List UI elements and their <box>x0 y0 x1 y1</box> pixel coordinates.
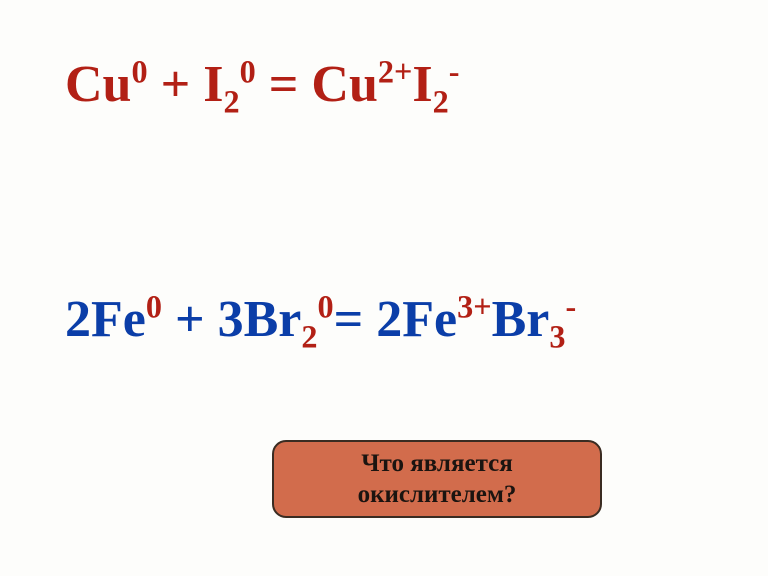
eq1-plus: + <box>148 56 204 113</box>
eq1-i2: I <box>412 56 432 113</box>
eq1-cu: Cu <box>65 56 131 113</box>
eq2-br-sup: 0 <box>318 289 334 325</box>
eq1-equals: = <box>256 56 312 113</box>
eq2-equals: = <box>334 291 377 348</box>
eq1-cu-sup: 0 <box>131 54 147 90</box>
eq1-i-sup: 0 <box>240 54 256 90</box>
eq2-br: 3Br <box>218 291 302 348</box>
eq2-br-sub: 2 <box>301 318 317 354</box>
question-box: Что является окислителем? <box>272 440 602 518</box>
question-text: Что является окислителем? <box>284 448 590 511</box>
eq2-plus: + <box>162 291 218 348</box>
eq2-fe2-sup: 3+ <box>457 289 492 325</box>
eq1-i: I <box>203 56 223 113</box>
eq2-fe: 2Fe <box>65 291 146 348</box>
eq2-fe2: 2Fe <box>376 291 457 348</box>
slide: Cu0 + I20 = Cu2+I2- 2Fe0 + 3Br20= 2Fe3+B… <box>0 0 768 576</box>
eq2-fe-sup: 0 <box>146 289 162 325</box>
eq1-cu2-sup: 2+ <box>378 54 413 90</box>
eq2-br2-sub: 3 <box>549 318 565 354</box>
equation-2: 2Fe0 + 3Br20= 2Fe3+Br3- <box>65 290 576 349</box>
equation-1: Cu0 + I20 = Cu2+I2- <box>65 55 459 114</box>
eq1-i-sub: 2 <box>224 83 240 119</box>
eq1-i2-sup: - <box>449 54 460 90</box>
eq1-i2-sub: 2 <box>433 83 449 119</box>
eq1-cu2: Cu <box>311 56 377 113</box>
eq2-br2: Br <box>492 291 550 348</box>
eq2-br2-sup: - <box>566 289 577 325</box>
